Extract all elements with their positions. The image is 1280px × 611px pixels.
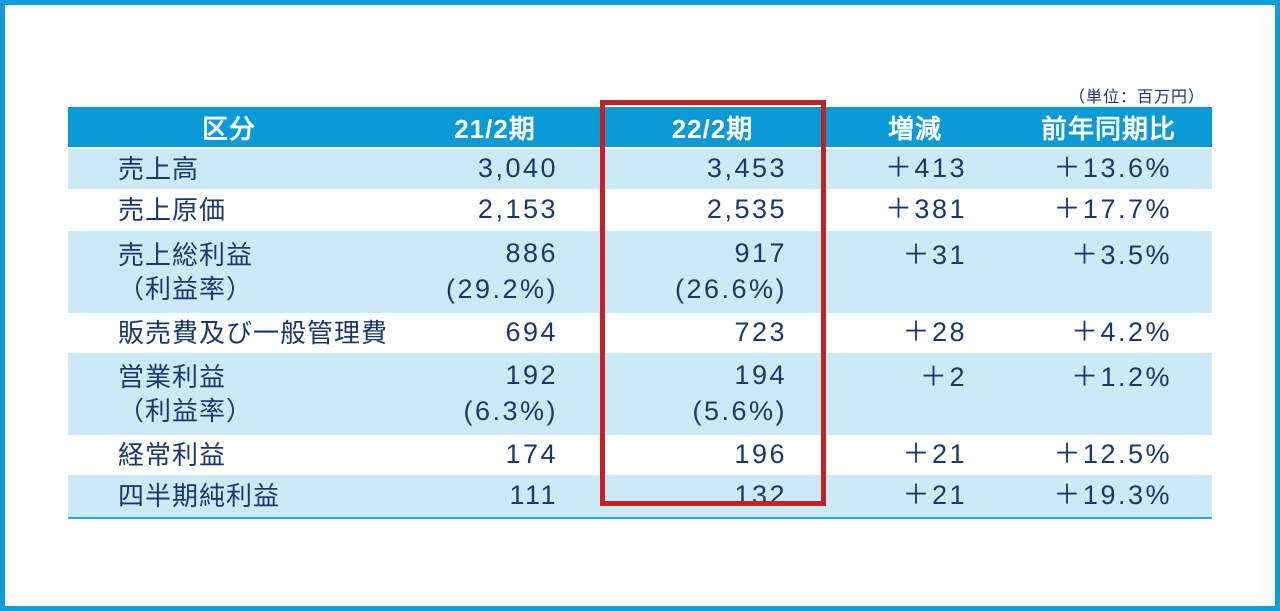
- cell-fy21: 886 (29.2%): [390, 231, 600, 313]
- column-header-fy21: 21/2期: [390, 107, 600, 149]
- cell-fy22: 3,453: [706, 153, 787, 184]
- cell-yoy: ＋13.6%: [1053, 153, 1172, 184]
- column-header-change: 増減: [825, 107, 1005, 149]
- cell-fy21: 111: [390, 475, 600, 519]
- cell-value: 886: [505, 238, 558, 269]
- cell-yoy: ＋1.2%: [1070, 362, 1172, 392]
- row-label: 四半期純利益: [68, 475, 390, 519]
- cell-yoy: ＋3.5%: [1070, 240, 1172, 270]
- cell-fy22: 196: [734, 439, 787, 470]
- cell-change: ＋31: [902, 240, 967, 270]
- cell-fy22: 917 (26.6%): [600, 231, 825, 313]
- cell-fy21: 3,040: [477, 153, 558, 184]
- row-label: 経常利益: [118, 439, 227, 470]
- row-label: 売上高: [118, 153, 200, 184]
- cell-fy21: 174: [505, 439, 558, 470]
- row-label: 売上総利益 （利益率）: [68, 231, 390, 313]
- financial-results-table: 区分 21/2期 22/2期 増減 前年同期比 売上高 3,040 3,453 …: [68, 107, 1212, 519]
- row-label-sub: （利益率）: [118, 274, 254, 304]
- cell-change: ＋2: [919, 362, 967, 392]
- cell-fy22: 723: [734, 317, 787, 348]
- cell-value: 917: [734, 238, 787, 269]
- row-label-main: 売上総利益: [118, 239, 254, 270]
- cell-value: 192: [505, 360, 558, 391]
- table-header-row: 区分 21/2期 22/2期 増減 前年同期比: [68, 107, 1212, 149]
- cell-rate: (5.6%): [692, 396, 787, 426]
- cell-change: ＋21: [902, 439, 967, 470]
- cell-fy22: 2,535: [706, 194, 787, 225]
- column-header-category: 区分: [68, 107, 390, 149]
- cell-change: ＋28: [902, 317, 967, 348]
- cell-fy22: 132: [600, 475, 825, 519]
- table-row-sga-expenses: 販売費及び一般管理費 694 723 ＋28 ＋4.2%: [68, 313, 1212, 353]
- table-row-quarterly-net-profit: 四半期純利益 111 132 ＋21 ＋19.3%: [68, 475, 1212, 519]
- cell-yoy: ＋19.3%: [1005, 475, 1212, 519]
- cell-rate: (6.3%): [463, 396, 558, 426]
- cell-rate: (26.6%): [674, 274, 787, 304]
- cell-yoy: ＋17.7%: [1053, 194, 1172, 225]
- table-row-net-sales: 売上高 3,040 3,453 ＋413 ＋13.6%: [68, 148, 1212, 189]
- cell-rate: (29.2%): [445, 274, 558, 304]
- cell-fy21: 2,153: [477, 194, 558, 225]
- row-label: 売上原価: [118, 194, 227, 225]
- cell-yoy: ＋12.5%: [1053, 439, 1172, 470]
- table-row-gross-profit: 売上総利益 （利益率） 886 (29.2%) 917 (26.6%) ＋31 …: [68, 231, 1212, 313]
- row-label-main: 営業利益: [118, 361, 227, 392]
- unit-note: （単位：百万円）: [1068, 89, 1205, 106]
- table-row-ordinary-profit: 経常利益 174 196 ＋21 ＋12.5%: [68, 435, 1212, 475]
- cell-value: 194: [734, 360, 787, 391]
- cell-change: ＋381: [884, 194, 967, 225]
- table-row-operating-profit: 営業利益 （利益率） 192 (6.3%) 194 (5.6%) ＋2 ＋1.2…: [68, 353, 1212, 435]
- cell-fy21: 192 (6.3%): [390, 353, 600, 435]
- row-label: 営業利益 （利益率）: [68, 353, 390, 435]
- cell-change: ＋413: [884, 153, 967, 184]
- table-row-cost-of-sales: 売上原価 2,153 2,535 ＋381 ＋17.7%: [68, 189, 1212, 231]
- cell-fy22: 194 (5.6%): [600, 353, 825, 435]
- cell-fy21: 694: [505, 317, 558, 348]
- row-label: 販売費及び一般管理費: [118, 317, 389, 348]
- column-header-fy22: 22/2期: [600, 107, 825, 149]
- row-label-sub: （利益率）: [118, 396, 254, 426]
- column-header-yoy: 前年同期比: [1005, 107, 1212, 149]
- cell-yoy: ＋4.2%: [1070, 317, 1172, 348]
- cell-change: ＋21: [825, 475, 1005, 519]
